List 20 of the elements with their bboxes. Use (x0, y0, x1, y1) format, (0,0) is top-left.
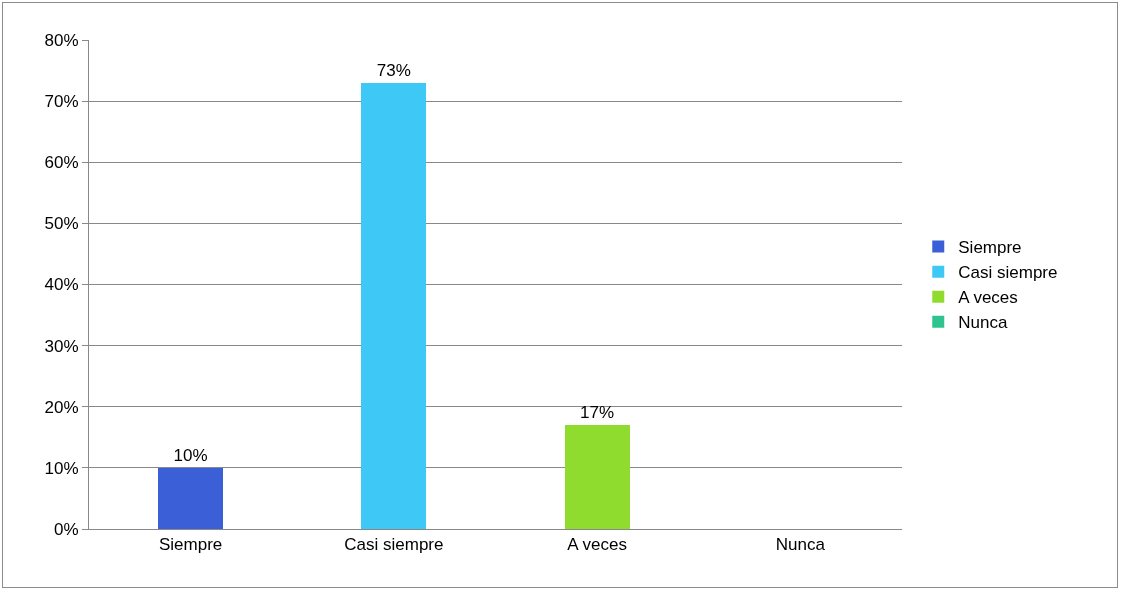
y-tick-label: 10% (44, 458, 79, 478)
y-tick-label: 0% (54, 519, 79, 539)
y-tick-label: 80% (44, 30, 79, 50)
x-tick-label: Nunca (775, 535, 826, 555)
y-tick-label: 70% (44, 92, 79, 112)
data-label: 17% (580, 403, 615, 423)
legend-label: Casi siempre (958, 263, 1058, 283)
y-tick-label: 30% (44, 336, 79, 356)
legend-label: A veces (958, 288, 1018, 308)
legend-label: Nunca (958, 313, 1008, 333)
data-label: 73% (376, 60, 411, 80)
y-tick-label: 40% (44, 275, 79, 295)
y-tick-label: 20% (44, 397, 79, 417)
data-label: 10% (173, 445, 208, 465)
x-tick-label: A veces (567, 535, 627, 555)
x-tick-label: Casi siempre (344, 535, 444, 555)
y-tick-label: 60% (44, 153, 79, 173)
x-tick-label: Siempre (158, 535, 223, 555)
legend-label: Siempre (958, 238, 1022, 258)
y-tick-label: 50% (44, 214, 79, 234)
